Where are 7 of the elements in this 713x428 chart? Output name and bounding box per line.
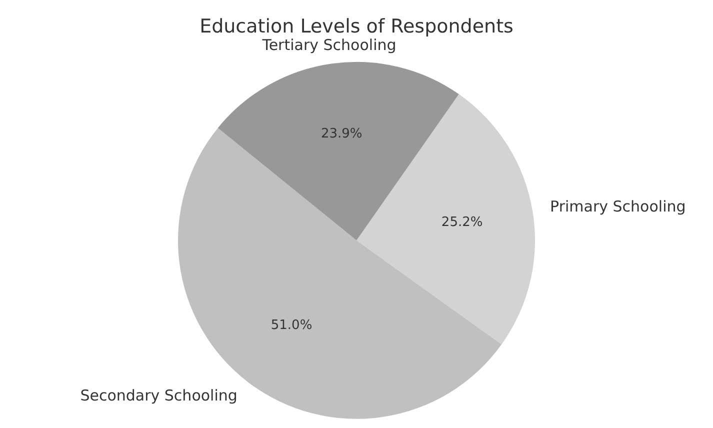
slice-label: Tertiary Schooling — [261, 36, 396, 54]
slice-label: Primary Schooling — [550, 197, 686, 216]
chart-title: Education Levels of Respondents — [200, 15, 514, 38]
data-label: 51.0% — [270, 318, 312, 333]
data-label: 25.2% — [441, 214, 483, 230]
data-label: 23.9% — [320, 126, 362, 142]
slice-label: Secondary Schooling — [80, 386, 238, 404]
